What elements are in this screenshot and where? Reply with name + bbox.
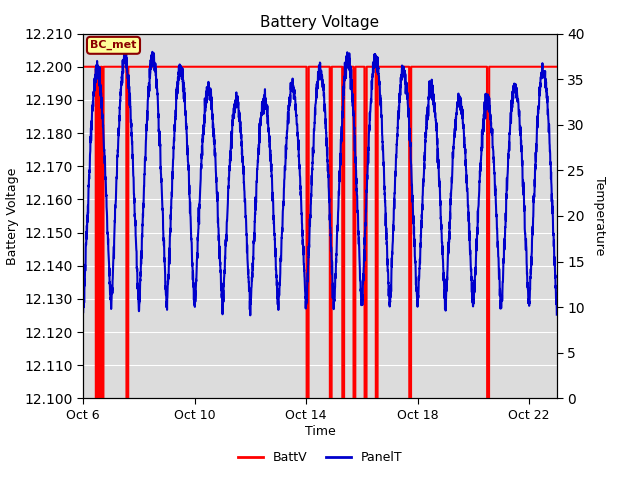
Y-axis label: Temperature: Temperature [593,176,605,256]
Y-axis label: Battery Voltage: Battery Voltage [6,168,19,264]
Legend: BattV, PanelT: BattV, PanelT [232,446,408,469]
Title: Battery Voltage: Battery Voltage [260,15,380,30]
X-axis label: Time: Time [305,425,335,438]
Text: BC_met: BC_met [90,40,137,50]
